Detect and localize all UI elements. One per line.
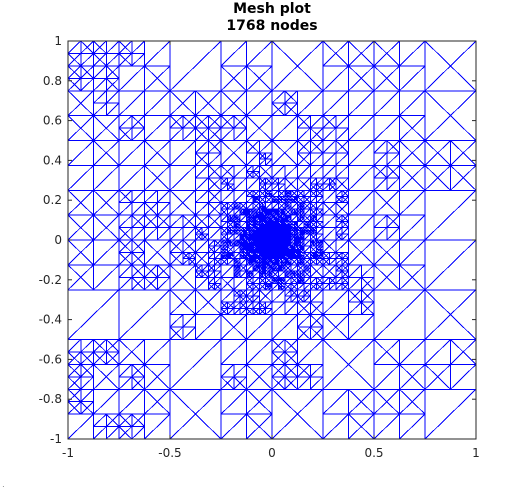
y-tick-label: -0.2 — [39, 273, 62, 287]
x-tick-label: -0.5 — [158, 446, 181, 460]
x-tick-label: 1 — [472, 446, 480, 460]
stray-mark: · — [2, 482, 5, 491]
axis-ticks — [67, 40, 477, 440]
y-tick-label: 0.4 — [43, 153, 62, 167]
x-tick-label: 0.5 — [364, 446, 383, 460]
mesh-lines — [67, 40, 477, 440]
mesh-edges — [67, 40, 477, 440]
y-tick-label: 0.6 — [43, 114, 62, 128]
y-tick-label: -1 — [50, 432, 62, 446]
x-tick-label: -1 — [62, 446, 74, 460]
y-tick-label: 0 — [54, 233, 62, 247]
x-tick-label: 0 — [268, 446, 276, 460]
y-tick-label: 1 — [54, 34, 62, 48]
y-tick-label: -0.6 — [39, 352, 62, 366]
y-tick-label: 0.2 — [43, 193, 62, 207]
y-tick-label: 0.8 — [43, 74, 62, 88]
chart-subtitle: 1768 nodes — [226, 18, 318, 34]
y-tick-label: -0.4 — [39, 313, 62, 327]
chart-title: Mesh plot — [233, 1, 311, 17]
axis-tick-labels: -1 -0.5 0 0.5 1 -1 -0.8 -0.6 -0.4 -0.2 0 0.2 0.4 0.6 0… — [39, 34, 480, 460]
y-tick-label: -0.8 — [39, 392, 62, 406]
